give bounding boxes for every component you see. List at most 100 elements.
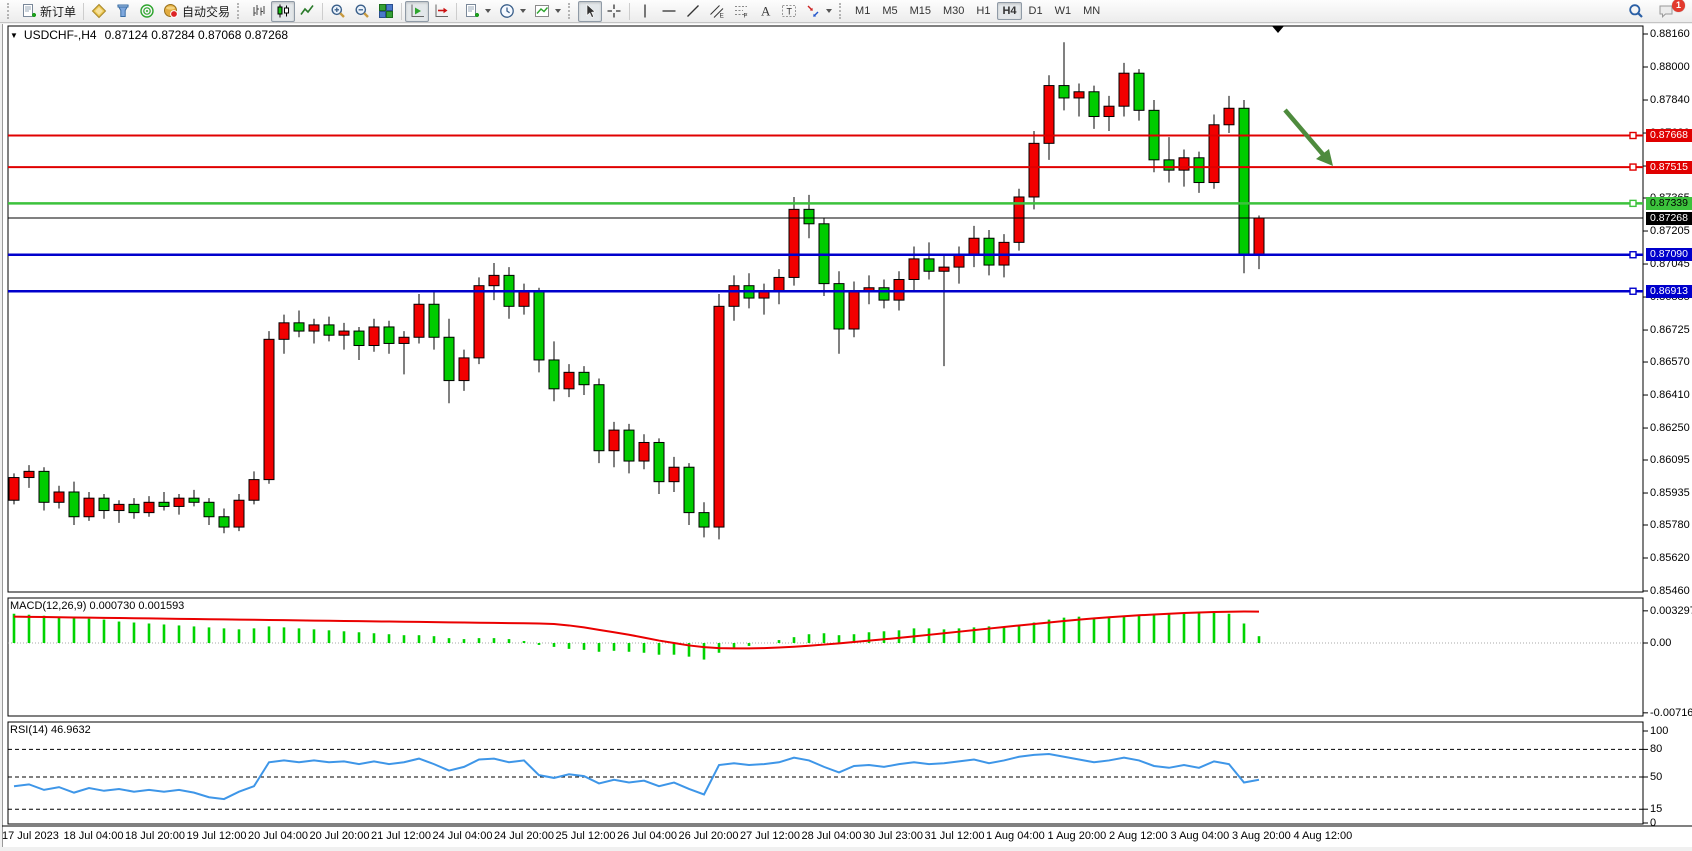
toolbar-grip: [7, 3, 14, 19]
periods-icon: [499, 3, 515, 19]
toolbar-grip: [237, 3, 244, 19]
quotes-button[interactable]: [87, 1, 111, 22]
line-chart-button[interactable]: [295, 1, 319, 22]
indicators-button[interactable]: [460, 1, 495, 22]
trendline-icon: [685, 3, 701, 19]
svg-text:T: T: [787, 7, 793, 17]
periods-button[interactable]: [495, 1, 530, 22]
toolbar-right-group: 1: [1624, 0, 1688, 22]
chart-quotes: 0.87124 0.87284 0.87068 0.87268: [104, 28, 289, 42]
crosshair-button[interactable]: [602, 1, 626, 22]
candlestick-chart-button[interactable]: [271, 0, 296, 22]
svg-text:E: E: [720, 13, 725, 20]
text-label-button[interactable]: T: [777, 1, 801, 22]
rsi-plot[interactable]: [7, 721, 1644, 825]
fibonacci-icon: F: [733, 3, 749, 19]
auto-trading-button[interactable]: 自动交易: [159, 1, 234, 22]
chart-title: ▼ USDCHF-,H4 0.87124 0.87284 0.87068 0.872…: [10, 28, 288, 42]
new-order-icon: [21, 3, 37, 19]
arrows-icon: [805, 3, 821, 19]
timeframe-button-M1[interactable]: M1: [855, 5, 871, 17]
chart-shift-button[interactable]: [429, 1, 453, 22]
toolbar-separator: [401, 2, 403, 20]
toolbar-separator: [83, 2, 85, 20]
rsi-name: RSI(14): [10, 724, 48, 736]
chart-symbol-period: USDCHF-,H4: [23, 28, 97, 42]
rsi-label: RSI(14) 46.9632: [10, 724, 91, 736]
cursor-button[interactable]: [578, 0, 603, 22]
line-handle[interactable]: [1629, 131, 1637, 140]
zoom-out-button[interactable]: [350, 1, 374, 22]
auto-scroll-button[interactable]: [405, 0, 430, 22]
timeframe-button-H4[interactable]: H4: [997, 2, 1022, 20]
chevron-down-icon: [520, 9, 527, 13]
indicators-icon: [464, 3, 480, 19]
line-handle[interactable]: [1629, 287, 1637, 295]
depth-of-market-button[interactable]: [111, 1, 135, 22]
annotation-arrow[interactable]: [1283, 108, 1328, 160]
macd-histogram: [12, 611, 1261, 660]
toolbar-grip: [839, 3, 846, 19]
bar-chart-button[interactable]: [247, 1, 271, 22]
tile-windows-button[interactable]: [374, 1, 398, 22]
text-icon: A: [757, 3, 773, 19]
candlestick-chart-icon: [275, 3, 291, 19]
trendline-button[interactable]: [681, 1, 705, 22]
chevron-down-icon: [485, 9, 492, 13]
notifications-button[interactable]: 1: [1654, 0, 1685, 22]
timeframe-button-M30[interactable]: M30: [943, 5, 965, 17]
signals-icon: [139, 3, 155, 19]
new-order-label: 新订单: [40, 4, 77, 19]
signals-button[interactable]: [135, 1, 159, 22]
auto-trading-icon: [163, 3, 179, 19]
timeframe-button-D1[interactable]: D1: [1028, 5, 1043, 17]
zoom-in-button[interactable]: [326, 1, 350, 22]
timeframe-button-M15[interactable]: M15: [909, 5, 931, 17]
timeframe-button-H1[interactable]: H1: [976, 5, 991, 17]
timeframe-bar: M1 M5 M15 M30 H1 H4 D1 W1 MN: [849, 2, 1106, 20]
search-button[interactable]: [1624, 1, 1648, 22]
templates-button[interactable]: [530, 1, 565, 22]
chart-dropdown-icon[interactable]: ▼: [10, 31, 18, 40]
main-toolbar: 新订单 自动交易: [0, 0, 1692, 23]
chart-shift-marker-icon[interactable]: [1272, 26, 1284, 33]
line-handle[interactable]: [1629, 163, 1637, 171]
line-handle[interactable]: [1629, 251, 1637, 259]
line-chart-icon: [299, 3, 315, 19]
cursor-icon: [582, 3, 598, 19]
text-button[interactable]: A: [753, 1, 777, 22]
quotes-icon: [91, 3, 107, 19]
chevron-down-icon: [555, 9, 562, 13]
line-handle[interactable]: [1629, 199, 1637, 208]
macd-values: 0.000730 0.001593: [89, 600, 185, 612]
timeframe-button-W1[interactable]: W1: [1054, 5, 1072, 17]
auto-scroll-icon: [409, 3, 425, 19]
macd-signal-line: [13, 610, 1260, 650]
macd-name: MACD(12,26,9): [10, 600, 87, 612]
timeframe-button-M5[interactable]: M5: [882, 5, 898, 17]
notification-badge: 1: [1672, 0, 1685, 12]
horizontal-line-icon: [661, 3, 677, 19]
rsi-value: 46.9632: [50, 724, 91, 736]
arrows-button[interactable]: [801, 1, 836, 22]
macd-label: MACD(12,26,9) 0.000730 0.001593: [10, 600, 184, 612]
new-order-button[interactable]: 新订单: [17, 1, 80, 22]
chart-shift-icon: [433, 3, 449, 19]
macd-plot[interactable]: [7, 597, 1644, 717]
templates-icon: [534, 3, 550, 19]
zoom-in-icon: [330, 3, 346, 19]
equidistant-channel-button[interactable]: E: [705, 1, 729, 22]
chevron-down-icon: [826, 9, 833, 13]
auto-trading-label: 自动交易: [182, 4, 231, 19]
horizontal-line-button[interactable]: [657, 1, 681, 22]
tile-windows-icon: [378, 3, 394, 19]
annotation-arrowhead[interactable]: [1316, 149, 1333, 166]
vertical-line-icon: [637, 3, 653, 19]
rsi-line: [13, 752, 1260, 801]
timeframe-button-MN[interactable]: MN: [1083, 5, 1101, 17]
chart-window[interactable]: [2, 24, 1692, 847]
vertical-line-button[interactable]: [633, 1, 657, 22]
main-chart-plot[interactable]: [7, 25, 1644, 593]
fibonacci-button[interactable]: F: [729, 1, 753, 22]
